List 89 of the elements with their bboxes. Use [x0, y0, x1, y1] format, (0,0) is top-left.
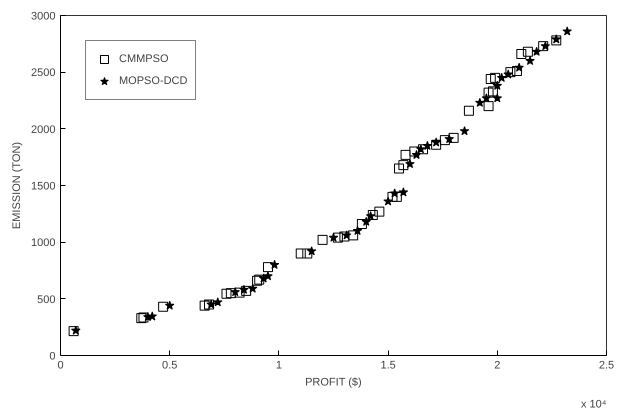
point — [262, 262, 273, 272]
point — [366, 211, 376, 220]
point — [422, 140, 432, 150]
point — [505, 67, 516, 78]
point — [296, 248, 306, 258]
point — [212, 297, 223, 306]
point — [226, 288, 236, 298]
point — [460, 126, 470, 136]
point — [339, 232, 350, 242]
point — [318, 234, 328, 245]
point — [200, 300, 210, 311]
point — [306, 246, 316, 256]
point — [496, 72, 506, 82]
point — [390, 188, 400, 198]
x-tick-label: 2.5 — [598, 360, 614, 372]
point — [68, 326, 79, 336]
point — [348, 230, 358, 240]
point — [241, 286, 252, 296]
point — [464, 106, 474, 116]
point — [71, 326, 81, 335]
point — [440, 135, 450, 146]
point — [448, 132, 459, 143]
point — [248, 284, 258, 293]
point — [486, 74, 496, 84]
point — [352, 226, 362, 235]
y-tick-label: 1000 — [31, 237, 56, 250]
y-tick-label: 2000 — [31, 124, 56, 136]
point — [164, 300, 174, 310]
point — [484, 88, 494, 98]
point — [503, 69, 513, 79]
x-tick-label: 2 — [494, 360, 500, 372]
x-tick-label: 1 — [276, 360, 282, 372]
point — [383, 196, 393, 206]
point — [490, 72, 500, 83]
point — [492, 80, 502, 90]
point — [398, 160, 408, 170]
point — [328, 232, 338, 242]
point — [270, 260, 280, 269]
y-tick-label: 2500 — [31, 67, 56, 80]
point — [431, 140, 442, 150]
point — [538, 41, 548, 52]
legend-label: CMMPSO — [119, 53, 168, 65]
point — [444, 134, 454, 144]
point — [361, 216, 372, 226]
x-tick-label: 1.5 — [380, 360, 396, 372]
legend-label: MOPSO-DCD — [119, 75, 188, 87]
y-tick-label: 1500 — [31, 180, 56, 192]
point — [416, 144, 426, 154]
point — [412, 150, 422, 160]
point — [514, 62, 524, 72]
point — [263, 271, 273, 280]
point — [398, 187, 408, 196]
point — [516, 49, 526, 60]
point — [356, 219, 367, 230]
point — [234, 288, 245, 298]
point — [230, 287, 240, 296]
point — [158, 302, 168, 312]
text: x 10⁴ — [580, 398, 607, 410]
point — [525, 56, 535, 65]
y-tick-label: 3000 — [31, 10, 56, 22]
point — [394, 164, 404, 174]
y-tick-label: 500 — [37, 294, 56, 306]
point — [482, 93, 492, 102]
point — [532, 46, 542, 56]
point — [392, 192, 402, 202]
x-axis-title: PROFIT ($) — [305, 376, 362, 388]
point — [484, 101, 494, 112]
point — [522, 46, 533, 57]
y-tick-label: 0 — [49, 350, 56, 362]
x-tick-label: 0.5 — [162, 360, 178, 372]
point — [562, 26, 572, 36]
point — [488, 86, 498, 96]
point — [374, 206, 384, 217]
point — [540, 41, 550, 50]
point — [512, 66, 522, 76]
point — [332, 232, 343, 243]
point — [492, 93, 502, 102]
x-tick-label: 0 — [57, 360, 64, 372]
point — [431, 137, 441, 147]
point — [405, 158, 415, 168]
y-axis-title: EMISSION (TON) — [11, 142, 24, 230]
point — [221, 288, 232, 299]
point — [475, 98, 485, 107]
point — [342, 230, 352, 240]
point — [368, 210, 378, 220]
point — [400, 150, 411, 160]
point — [418, 144, 428, 154]
point — [239, 284, 249, 294]
point — [302, 248, 312, 258]
